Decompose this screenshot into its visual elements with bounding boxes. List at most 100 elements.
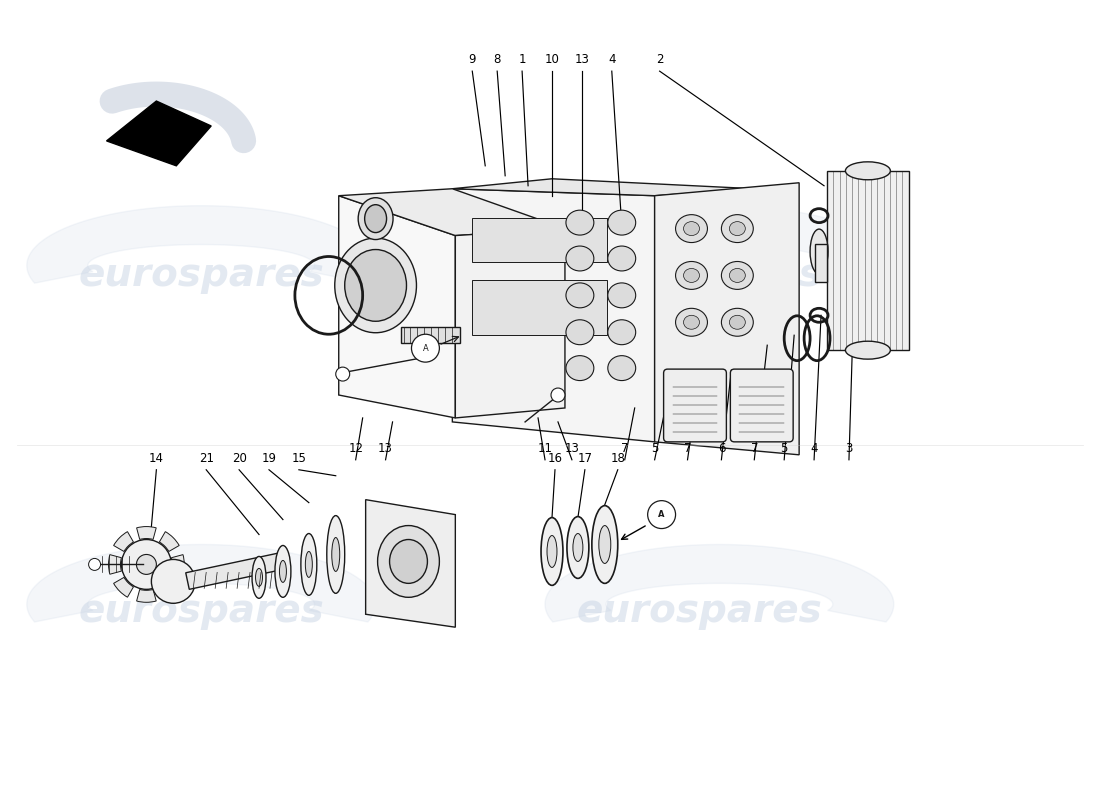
Text: 14: 14 [148, 452, 164, 465]
Ellipse shape [566, 517, 588, 578]
Ellipse shape [846, 162, 890, 180]
Bar [400, 327, 460, 343]
Text: 17: 17 [578, 452, 593, 465]
Circle shape [648, 501, 675, 529]
Polygon shape [107, 101, 211, 166]
Polygon shape [654, 182, 799, 455]
Ellipse shape [683, 222, 700, 235]
Polygon shape [455, 229, 565, 418]
Text: 13: 13 [564, 442, 580, 455]
Wedge shape [113, 578, 133, 598]
Ellipse shape [565, 246, 594, 271]
Ellipse shape [592, 506, 618, 583]
Ellipse shape [675, 214, 707, 242]
Ellipse shape [279, 561, 286, 582]
Ellipse shape [541, 518, 563, 586]
Text: 13: 13 [378, 442, 393, 455]
Text: 2: 2 [656, 53, 663, 66]
Text: 9: 9 [469, 53, 476, 66]
Text: 5: 5 [651, 442, 658, 455]
Ellipse shape [608, 356, 636, 381]
Polygon shape [365, 500, 455, 627]
Circle shape [411, 334, 439, 362]
Ellipse shape [810, 229, 828, 274]
Ellipse shape [275, 546, 290, 598]
Text: 20: 20 [232, 452, 246, 465]
Ellipse shape [675, 262, 707, 290]
Ellipse shape [608, 320, 636, 345]
Ellipse shape [729, 269, 746, 282]
Polygon shape [452, 178, 755, 196]
Ellipse shape [565, 356, 594, 381]
Text: 10: 10 [544, 53, 560, 66]
Text: 7: 7 [621, 442, 628, 455]
Text: 19: 19 [262, 452, 276, 465]
Polygon shape [26, 545, 375, 622]
Text: A: A [659, 510, 664, 519]
Ellipse shape [364, 205, 386, 233]
Text: 13: 13 [574, 53, 590, 66]
Bar [186, 553, 282, 590]
FancyBboxPatch shape [663, 369, 726, 442]
Text: 16: 16 [548, 452, 562, 465]
Ellipse shape [683, 269, 700, 282]
Ellipse shape [332, 538, 340, 571]
Text: 8: 8 [494, 53, 501, 66]
Polygon shape [339, 196, 455, 418]
Text: 1: 1 [518, 53, 526, 66]
Polygon shape [26, 206, 375, 283]
Ellipse shape [722, 214, 754, 242]
Circle shape [152, 559, 195, 603]
Ellipse shape [334, 238, 417, 333]
Ellipse shape [377, 526, 439, 598]
Circle shape [89, 558, 100, 570]
Ellipse shape [565, 210, 594, 235]
Ellipse shape [675, 308, 707, 336]
Wedge shape [136, 526, 156, 539]
Text: 7: 7 [750, 442, 758, 455]
Ellipse shape [608, 246, 636, 271]
Ellipse shape [306, 551, 312, 578]
Text: 11: 11 [538, 442, 552, 455]
Text: 18: 18 [610, 452, 625, 465]
Circle shape [336, 367, 350, 381]
Text: 4: 4 [608, 53, 616, 66]
Ellipse shape [301, 534, 317, 595]
Polygon shape [452, 189, 654, 442]
Ellipse shape [344, 250, 407, 322]
Ellipse shape [547, 535, 557, 567]
Polygon shape [339, 189, 565, 235]
Text: 3: 3 [845, 442, 853, 455]
Wedge shape [136, 590, 156, 602]
Ellipse shape [722, 308, 754, 336]
Wedge shape [172, 554, 185, 574]
Circle shape [121, 539, 172, 590]
Circle shape [551, 388, 565, 402]
Ellipse shape [255, 569, 263, 586]
Text: 21: 21 [199, 452, 213, 465]
Text: 12: 12 [349, 442, 363, 455]
Ellipse shape [359, 198, 393, 239]
Bar [815, 244, 827, 282]
Polygon shape [544, 206, 894, 283]
FancyBboxPatch shape [472, 281, 607, 335]
Circle shape [136, 554, 156, 574]
Text: 6: 6 [717, 442, 725, 455]
Text: eurospares: eurospares [576, 257, 823, 294]
Ellipse shape [252, 557, 266, 598]
Text: 7: 7 [684, 442, 691, 455]
FancyBboxPatch shape [730, 369, 793, 442]
Text: 5: 5 [781, 442, 788, 455]
Text: A: A [422, 344, 428, 353]
Polygon shape [544, 545, 894, 622]
Wedge shape [160, 578, 179, 598]
Text: eurospares: eurospares [576, 592, 823, 630]
Ellipse shape [598, 526, 611, 563]
Ellipse shape [573, 534, 583, 562]
Ellipse shape [327, 515, 344, 594]
Text: eurospares: eurospares [78, 257, 324, 294]
FancyBboxPatch shape [472, 218, 607, 262]
Wedge shape [109, 554, 121, 574]
Bar [827, 170, 909, 350]
Ellipse shape [608, 283, 636, 308]
